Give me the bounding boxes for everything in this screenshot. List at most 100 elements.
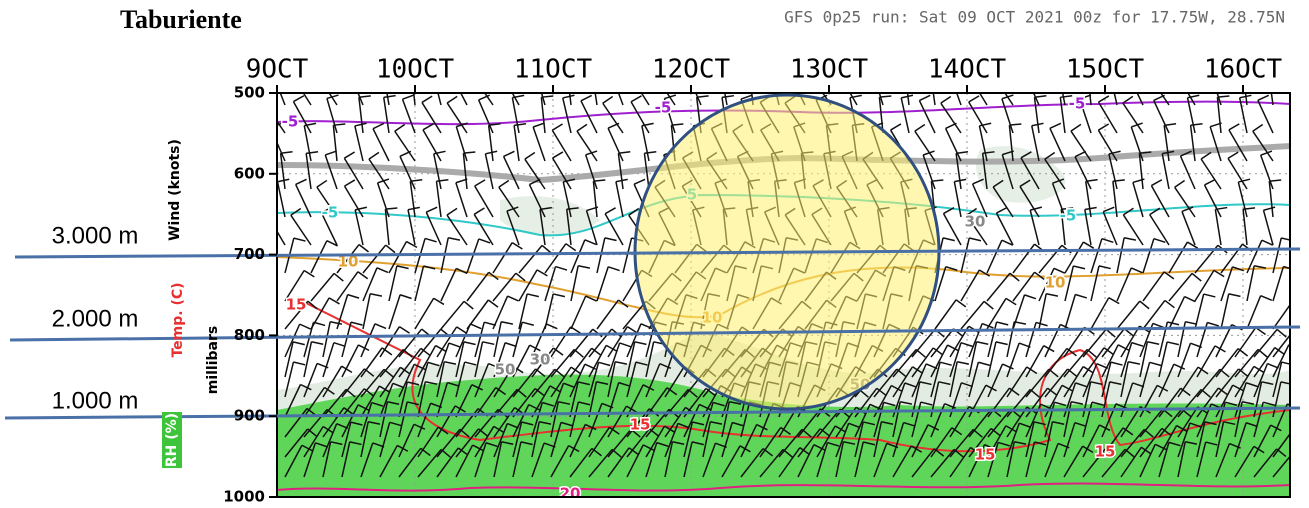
wind-barb-feather	[534, 388, 546, 397]
wind-barb-feather	[1067, 368, 1078, 378]
wind-barb-feather	[585, 295, 597, 302]
wind-barb-feather	[1040, 403, 1052, 410]
wind-barb	[518, 269, 538, 302]
wind-barb-feather	[672, 441, 685, 445]
wind-barb-feather	[315, 442, 327, 448]
wind-barb-feather	[532, 122, 545, 128]
wind-barb	[922, 154, 936, 190]
wind-barb-feather	[932, 347, 944, 356]
wind-barb-feather	[1132, 178, 1145, 184]
wind-barb-feather	[316, 179, 328, 188]
wind-barb	[303, 442, 317, 478]
wind-barb	[279, 153, 286, 190]
wind-barb	[1253, 363, 1269, 398]
wind-barb	[531, 347, 554, 378]
wind-barb-feather	[1151, 179, 1163, 187]
wind-barb	[1044, 402, 1056, 438]
wind-barb	[1181, 211, 1196, 246]
wind-barb	[1234, 327, 1257, 358]
wind-barb-feather	[541, 244, 552, 254]
wind-barb	[1044, 443, 1059, 478]
wind-barb-feather	[512, 94, 525, 99]
wind-barb	[930, 427, 953, 458]
wind-barb	[455, 361, 466, 398]
wind-barb-feather	[313, 321, 326, 327]
wind-barb	[1142, 299, 1166, 330]
wind-barb-feather	[478, 238, 491, 244]
wind-barb	[1177, 422, 1191, 458]
wind-barb-feather	[383, 368, 394, 378]
wind-barb-feather	[617, 299, 629, 308]
wind-barb-feather	[277, 122, 282, 127]
wind-barb	[277, 119, 286, 134]
wind-barb-feather	[771, 67, 783, 70]
wind-barb	[955, 93, 962, 106]
wind-barb-feather	[799, 447, 811, 456]
wind-barb	[978, 125, 988, 162]
wind-barb-feather	[1018, 342, 1031, 348]
wind-barb	[360, 385, 381, 418]
wind-barb-feather	[524, 151, 536, 160]
y-tick-label: 900	[234, 407, 265, 425]
wind-barb	[531, 442, 545, 478]
wind-barb	[944, 128, 962, 162]
wind-barb-feather	[944, 402, 957, 409]
wind-barb	[626, 323, 642, 358]
wind-barb-feather	[349, 67, 360, 72]
wind-barb-feather	[487, 299, 499, 308]
x-tick-label: 16OCT	[1204, 55, 1283, 85]
wind-barb-feather	[341, 365, 353, 374]
wind-barb	[878, 93, 884, 106]
wind-barb-feather	[945, 265, 958, 271]
wind-barb	[816, 442, 829, 478]
wind-barb-feather	[813, 444, 826, 451]
wind-barb-feather	[330, 320, 343, 325]
wind-barb	[354, 125, 364, 162]
wind-barb-feather	[978, 269, 991, 277]
wind-barb	[341, 421, 352, 458]
y-axis-label: Temp. (C)	[170, 282, 186, 357]
wind-barb-feather	[863, 421, 876, 426]
wind-barb	[949, 447, 972, 478]
wind-barb	[645, 341, 655, 378]
wind-barb-feather	[1164, 299, 1175, 309]
wind-barb-feather	[396, 444, 409, 452]
wind-barb	[1089, 93, 1092, 106]
wind-barb-feather	[512, 365, 524, 374]
wind-barb	[607, 127, 624, 162]
wind-barb	[394, 130, 416, 162]
wind-barb-feather	[463, 341, 476, 346]
wind-barb	[1070, 130, 1092, 162]
wind-barb-feather	[601, 402, 614, 409]
wind-barb	[1006, 422, 1020, 458]
wind-barb-feather	[402, 348, 413, 358]
wind-barb-feather	[304, 122, 317, 127]
wind-barb	[322, 407, 345, 438]
wind-barb-feather	[1204, 178, 1216, 186]
wind-barb-feather	[1177, 68, 1187, 74]
wind-barb	[1272, 237, 1283, 274]
wind-barb-feather	[1061, 207, 1074, 210]
wind-barb	[1082, 347, 1105, 378]
wind-barb	[277, 181, 286, 218]
wind-barb	[892, 366, 914, 398]
wind-barb-feather	[1140, 446, 1152, 455]
wind-barb-feather	[605, 344, 618, 352]
wind-barb	[1139, 385, 1158, 418]
wind-barb	[417, 345, 437, 378]
wind-barb	[1215, 324, 1233, 358]
wind-barb-feather	[1074, 421, 1087, 428]
wind-barb-feather	[953, 448, 964, 458]
wind-barb	[987, 321, 998, 358]
wind-barb-feather	[969, 237, 982, 242]
wind-barb-feather	[354, 206, 368, 211]
wind-barb	[379, 422, 391, 458]
wind-barb-feather	[762, 447, 774, 457]
wind-barb	[797, 408, 822, 438]
wind-barb	[1132, 182, 1144, 218]
wind-barb	[911, 363, 927, 398]
wind-barb	[892, 445, 912, 478]
wind-barb	[343, 185, 364, 218]
wind-barb-feather	[542, 401, 555, 407]
wind-barb-feather	[455, 267, 468, 275]
